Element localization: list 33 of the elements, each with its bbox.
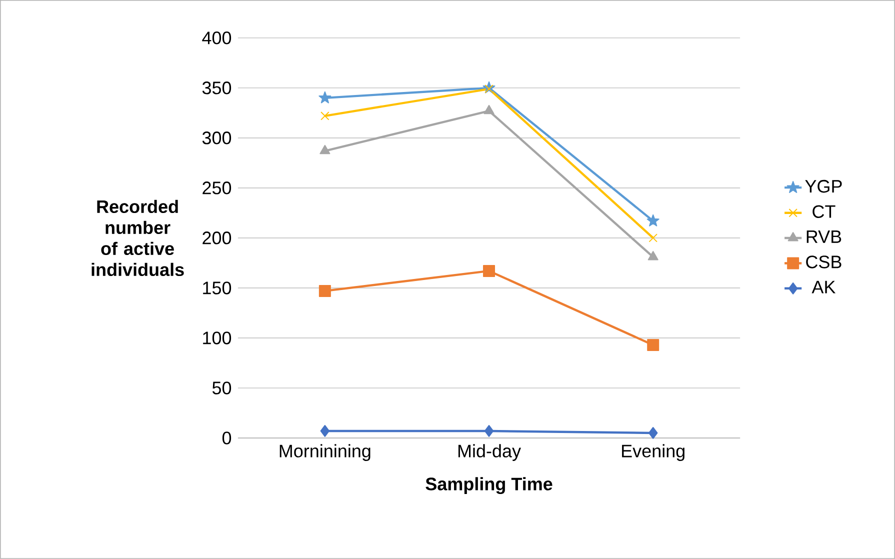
point: [484, 425, 494, 438]
legend-label: YGP: [805, 180, 842, 193]
x-tick-label: Mid-day: [458, 444, 521, 462]
legend-label: AK: [812, 280, 836, 294]
point: [646, 214, 660, 226]
y-tick-label: 100: [203, 332, 232, 344]
point: [483, 264, 496, 277]
legend-label: CSB: [806, 256, 842, 268]
point: [647, 339, 660, 352]
point: [318, 284, 331, 297]
y-tick-label: 350: [202, 82, 232, 94]
y-tick-label: 300: [202, 132, 232, 144]
y-tick-label: 200: [202, 232, 232, 244]
point: [320, 112, 330, 120]
point: [484, 84, 494, 94]
x-tick-label: Morninining: [280, 444, 370, 462]
x-tick-label: Evening: [622, 444, 684, 462]
y-tick-label: 150: [203, 282, 232, 294]
point: [648, 250, 658, 260]
legend-label: RVB: [806, 230, 842, 243]
legend-label: CT: [812, 205, 836, 218]
y-axis-title: Recorded number of active individuals: [92, 200, 184, 276]
point: [648, 427, 658, 440]
y-tick-label: 400: [202, 32, 232, 44]
point: [320, 144, 330, 154]
point: [318, 91, 332, 104]
point: [484, 104, 494, 114]
point: [648, 234, 658, 242]
y-tick-label: 250: [202, 182, 232, 194]
point: [320, 425, 330, 438]
y-tick-label: 50: [212, 382, 232, 394]
x-axis-title: Sampling Time: [426, 477, 552, 494]
y-tick-label: 0: [222, 432, 232, 444]
